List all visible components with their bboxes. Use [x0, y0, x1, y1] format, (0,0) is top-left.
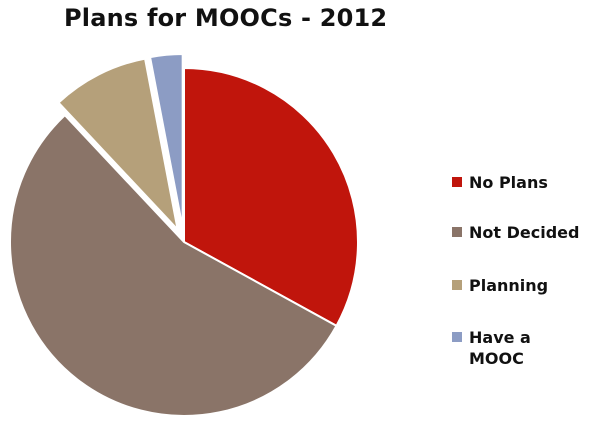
chart-title: Plans for MOOCs - 2012 [64, 4, 388, 32]
slice-no-plans [183, 66, 359, 328]
legend-label-not-decided: Not Decided [469, 223, 580, 242]
legend-item-no-plans: No Plans [452, 172, 595, 193]
legend-label-no-plans: No Plans [469, 173, 548, 192]
legend-label-have-a-mooc: Have a MOOC [469, 328, 531, 368]
legend-swatch-not-decided [452, 227, 462, 237]
legend: No Plans Not Decided Planning Have a MOO… [452, 0, 598, 425]
legend-label-planning: Planning [469, 276, 549, 295]
slice-not-decided [9, 113, 338, 417]
slice-have-a-mooc [148, 53, 184, 229]
legend-item-not-decided: Not Decided [452, 222, 595, 243]
pie-chart [9, 53, 359, 417]
legend-swatch-planning [452, 280, 462, 290]
slice-planning [57, 57, 180, 233]
legend-swatch-have-a-mooc [452, 332, 462, 342]
legend-swatch-no-plans [452, 177, 462, 187]
legend-item-have-a-mooc: Have a MOOC [452, 327, 595, 369]
legend-item-planning: Planning [452, 275, 595, 296]
